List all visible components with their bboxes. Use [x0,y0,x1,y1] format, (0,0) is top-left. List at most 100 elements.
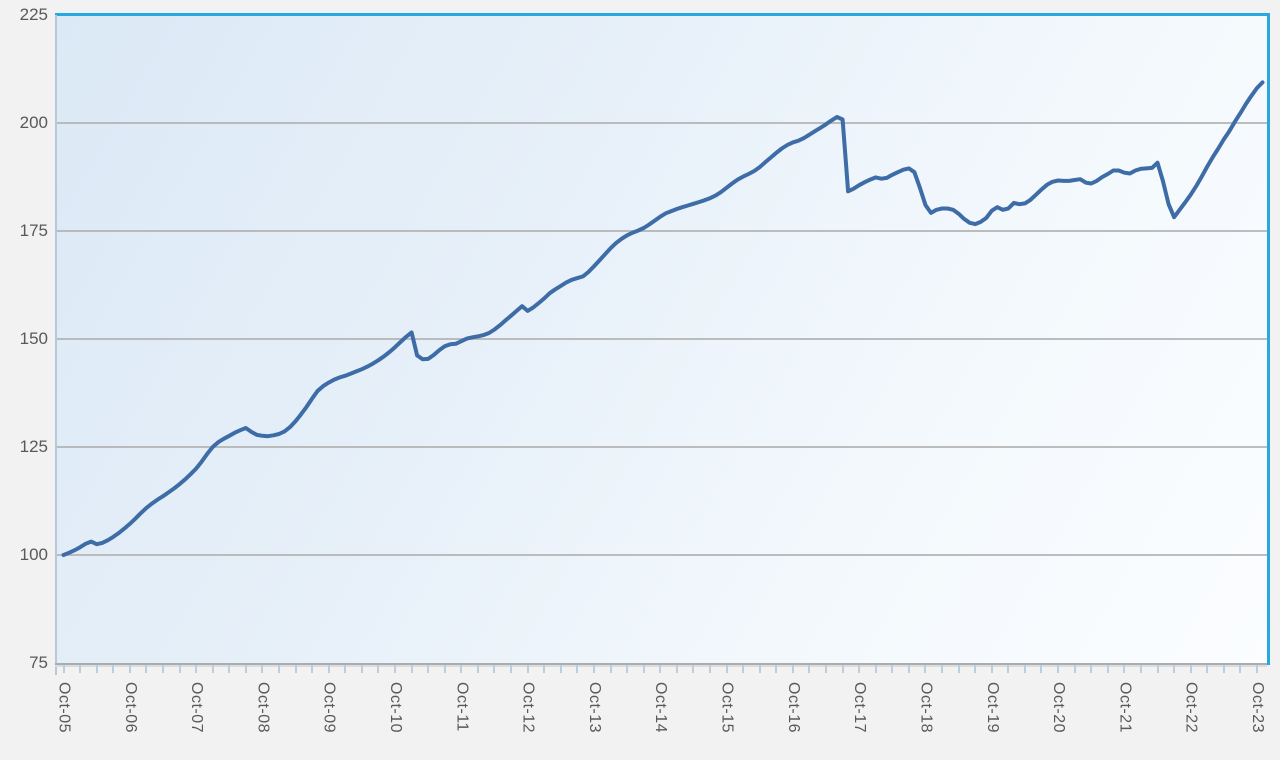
minor-tick [443,665,446,673]
minor-tick [543,665,546,673]
data-line-svg [61,80,1265,557]
minor-tick [95,665,98,673]
minor-tick [808,665,811,673]
y-axis-label: 100 [19,545,48,564]
minor-tick [1073,665,1076,673]
y-axis-label: 225 [19,5,48,24]
x-axis-label: Oct-08 [254,682,272,734]
chart-frame-right [1267,13,1270,665]
plot-area [57,15,1267,663]
x-axis-label: Oct-14 [652,682,670,734]
y-axis-label: 125 [19,437,48,456]
minor-tick [1239,665,1242,673]
minor-tick [394,665,397,673]
minor-tick [62,665,65,673]
x-axis-label: Oct-22 [1182,682,1200,734]
x-axis-label: Oct-05 [55,682,73,734]
gridline-125 [57,446,1267,448]
minor-tick [1206,665,1209,673]
minor-tick [1023,665,1026,673]
minor-tick [360,665,363,673]
minor-tick [79,665,82,673]
gridline-150 [57,338,1267,340]
gridline-175 [57,230,1267,232]
y-axis-label: 200 [19,113,48,132]
minor-tick [128,665,131,673]
minor-tick [642,665,645,673]
minor-tick [228,665,231,673]
minor-tick [626,665,629,673]
minor-tick [891,665,894,673]
minor-tick [460,665,463,673]
minor-tick [974,665,977,673]
minor-tick [344,665,347,673]
minor-tick [742,665,745,673]
minor-tick [493,665,496,673]
x-axis-label: Oct-21 [1116,682,1134,734]
minor-tick [609,665,612,673]
x-axis-label: Oct-11 [453,682,471,732]
minor-tick [758,665,761,673]
minor-tick [1106,665,1109,673]
minor-tick [377,665,380,673]
x-axis-label: Oct-07 [188,682,206,734]
minor-tick [510,665,513,673]
minor-tick [576,665,579,673]
gridline-200 [57,122,1267,124]
minor-tick [195,665,198,673]
minor-tick [708,665,711,673]
y-axis-line [55,15,57,675]
x-axis-label: Oct-12 [519,682,537,734]
minor-tick [327,665,330,673]
minor-tick [941,665,944,673]
y-axis-label: 175 [19,221,48,240]
minor-tick [178,665,181,673]
minor-tick [476,665,479,673]
minor-tick [427,665,430,673]
minor-tick [874,665,877,673]
y-axis-label: 150 [19,329,48,348]
x-axis-label: Oct-18 [917,682,935,734]
minor-tick [775,665,778,673]
x-axis-label: Oct-17 [851,682,869,734]
minor-tick [1090,665,1093,673]
minor-tick [1123,665,1126,673]
minor-tick [1156,665,1159,673]
minor-tick [112,665,115,673]
minor-tick [957,665,960,673]
minor-tick [824,665,827,673]
x-axis-label: Oct-23 [1248,682,1266,734]
minor-tick [675,665,678,673]
minor-tick [311,665,314,673]
minor-tick [1040,665,1043,673]
minor-tick [277,665,280,673]
x-axis-label: Oct-20 [1050,682,1068,734]
minor-tick [592,665,595,673]
data-line [61,80,1265,557]
minor-tick [211,665,214,673]
x-axis-line [55,663,1267,665]
minor-tick [161,665,164,673]
minor-tick [410,665,413,673]
minor-tick [1255,665,1258,673]
minor-tick [725,665,728,673]
minor-tick [990,665,993,673]
x-axis-label: Oct-10 [387,682,405,734]
minor-tick [526,665,529,673]
x-axis-label: Oct-06 [121,682,139,734]
minor-tick [261,665,264,673]
gridline-100 [57,554,1267,556]
minor-tick [1139,665,1142,673]
x-axis-label: Oct-09 [320,682,338,734]
minor-tick [145,665,148,673]
x-axis-label: Oct-19 [983,682,1001,734]
minor-tick [692,665,695,673]
minor-tick [907,665,910,673]
x-axis-label: Oct-13 [585,682,603,734]
chart-frame-top [55,13,1270,16]
y-axis-label: 75 [29,653,48,672]
minor-tick [1173,665,1176,673]
minor-tick [791,665,794,673]
minor-tick [841,665,844,673]
